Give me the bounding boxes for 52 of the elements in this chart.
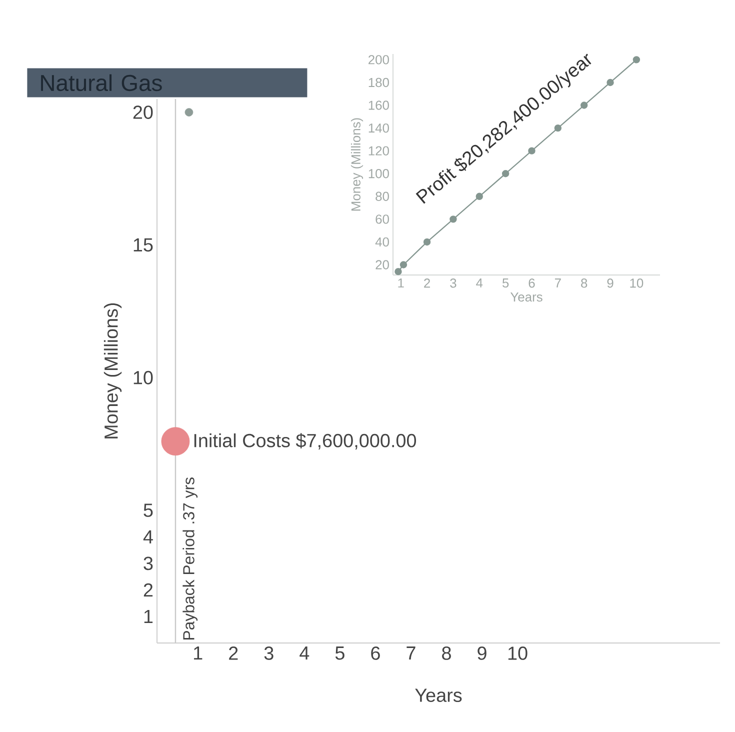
point: [606, 78, 614, 86]
x-tick-label: 6: [371, 646, 380, 660]
y-tick-label: 200: [368, 55, 389, 64]
x-tick-label: 3: [264, 646, 274, 660]
x-tick-label: 10: [630, 278, 644, 288]
annotation: Initial Costs $7,600,000.00: [194, 433, 416, 450]
ref-line-label: Payback Period .37 yrs: [182, 478, 198, 640]
y-tick-label: 180: [368, 78, 389, 88]
x-tick-label: 2: [229, 646, 238, 660]
y-tick-label: 100: [368, 169, 389, 178]
x-tick-label: 5: [502, 278, 509, 288]
x-tick-label: 1: [194, 646, 202, 660]
point: [476, 192, 483, 200]
point: [400, 261, 408, 268]
y-tick-label: 40: [375, 237, 389, 247]
x-tick-label: 6: [528, 278, 535, 288]
y-tick-label: 5: [144, 504, 153, 517]
x-tick-label: 9: [607, 278, 614, 288]
x-tick-label: 10: [508, 646, 528, 660]
y-tick-label: 160: [368, 100, 389, 110]
y-tick-label: 120: [368, 146, 389, 156]
x-tick-label: 9: [478, 646, 486, 660]
x-tick-label: 7: [406, 646, 416, 660]
x-tick-label: 1: [398, 278, 404, 288]
x-tick-label: 7: [554, 278, 561, 288]
y-tick-label: 60: [376, 214, 389, 224]
x-tick-label: 5: [335, 646, 344, 660]
x-tick-label: 4: [300, 646, 310, 660]
point: [632, 56, 640, 64]
x-axis-title: Years: [415, 688, 462, 702]
y-tick-label: 20: [133, 106, 153, 119]
y-tick-label: 20: [376, 260, 389, 270]
y-tick-label: 80: [376, 192, 389, 201]
x-tick-label: 2: [424, 278, 430, 288]
point: [394, 268, 402, 276]
y-tick-label: 10: [134, 370, 153, 384]
x-tick-label: 4: [476, 278, 483, 288]
y-axis-title: Money (Millions): [104, 303, 122, 438]
y-tick-label: 2: [144, 583, 153, 597]
y-tick-label: 1: [144, 610, 153, 623]
x-tick-label: 8: [442, 646, 451, 660]
x-axis-title: Years: [510, 292, 542, 302]
x-tick-label: 3: [450, 278, 456, 288]
y-tick-label: 140: [368, 123, 389, 133]
point: [450, 216, 457, 223]
point: [423, 238, 431, 246]
x-tick-label: 8: [581, 278, 588, 288]
y-tick-label: 3: [144, 556, 153, 570]
y-tick-label: 4: [143, 530, 153, 544]
y-tick-label: 15: [134, 238, 153, 252]
y-axis-title: Money (Millions): [350, 118, 364, 211]
chart-title: Natural Gas: [41, 74, 162, 92]
